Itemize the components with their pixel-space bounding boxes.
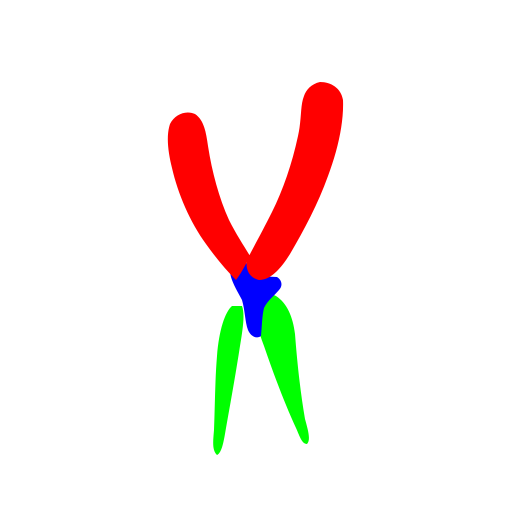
right-handle bbox=[246, 82, 344, 280]
handles bbox=[167, 82, 344, 280]
left-jaw bbox=[213, 306, 244, 455]
jaws bbox=[213, 293, 309, 455]
left-handle bbox=[167, 112, 250, 280]
pivot-joint bbox=[229, 253, 282, 338]
right-jaw bbox=[254, 293, 309, 444]
